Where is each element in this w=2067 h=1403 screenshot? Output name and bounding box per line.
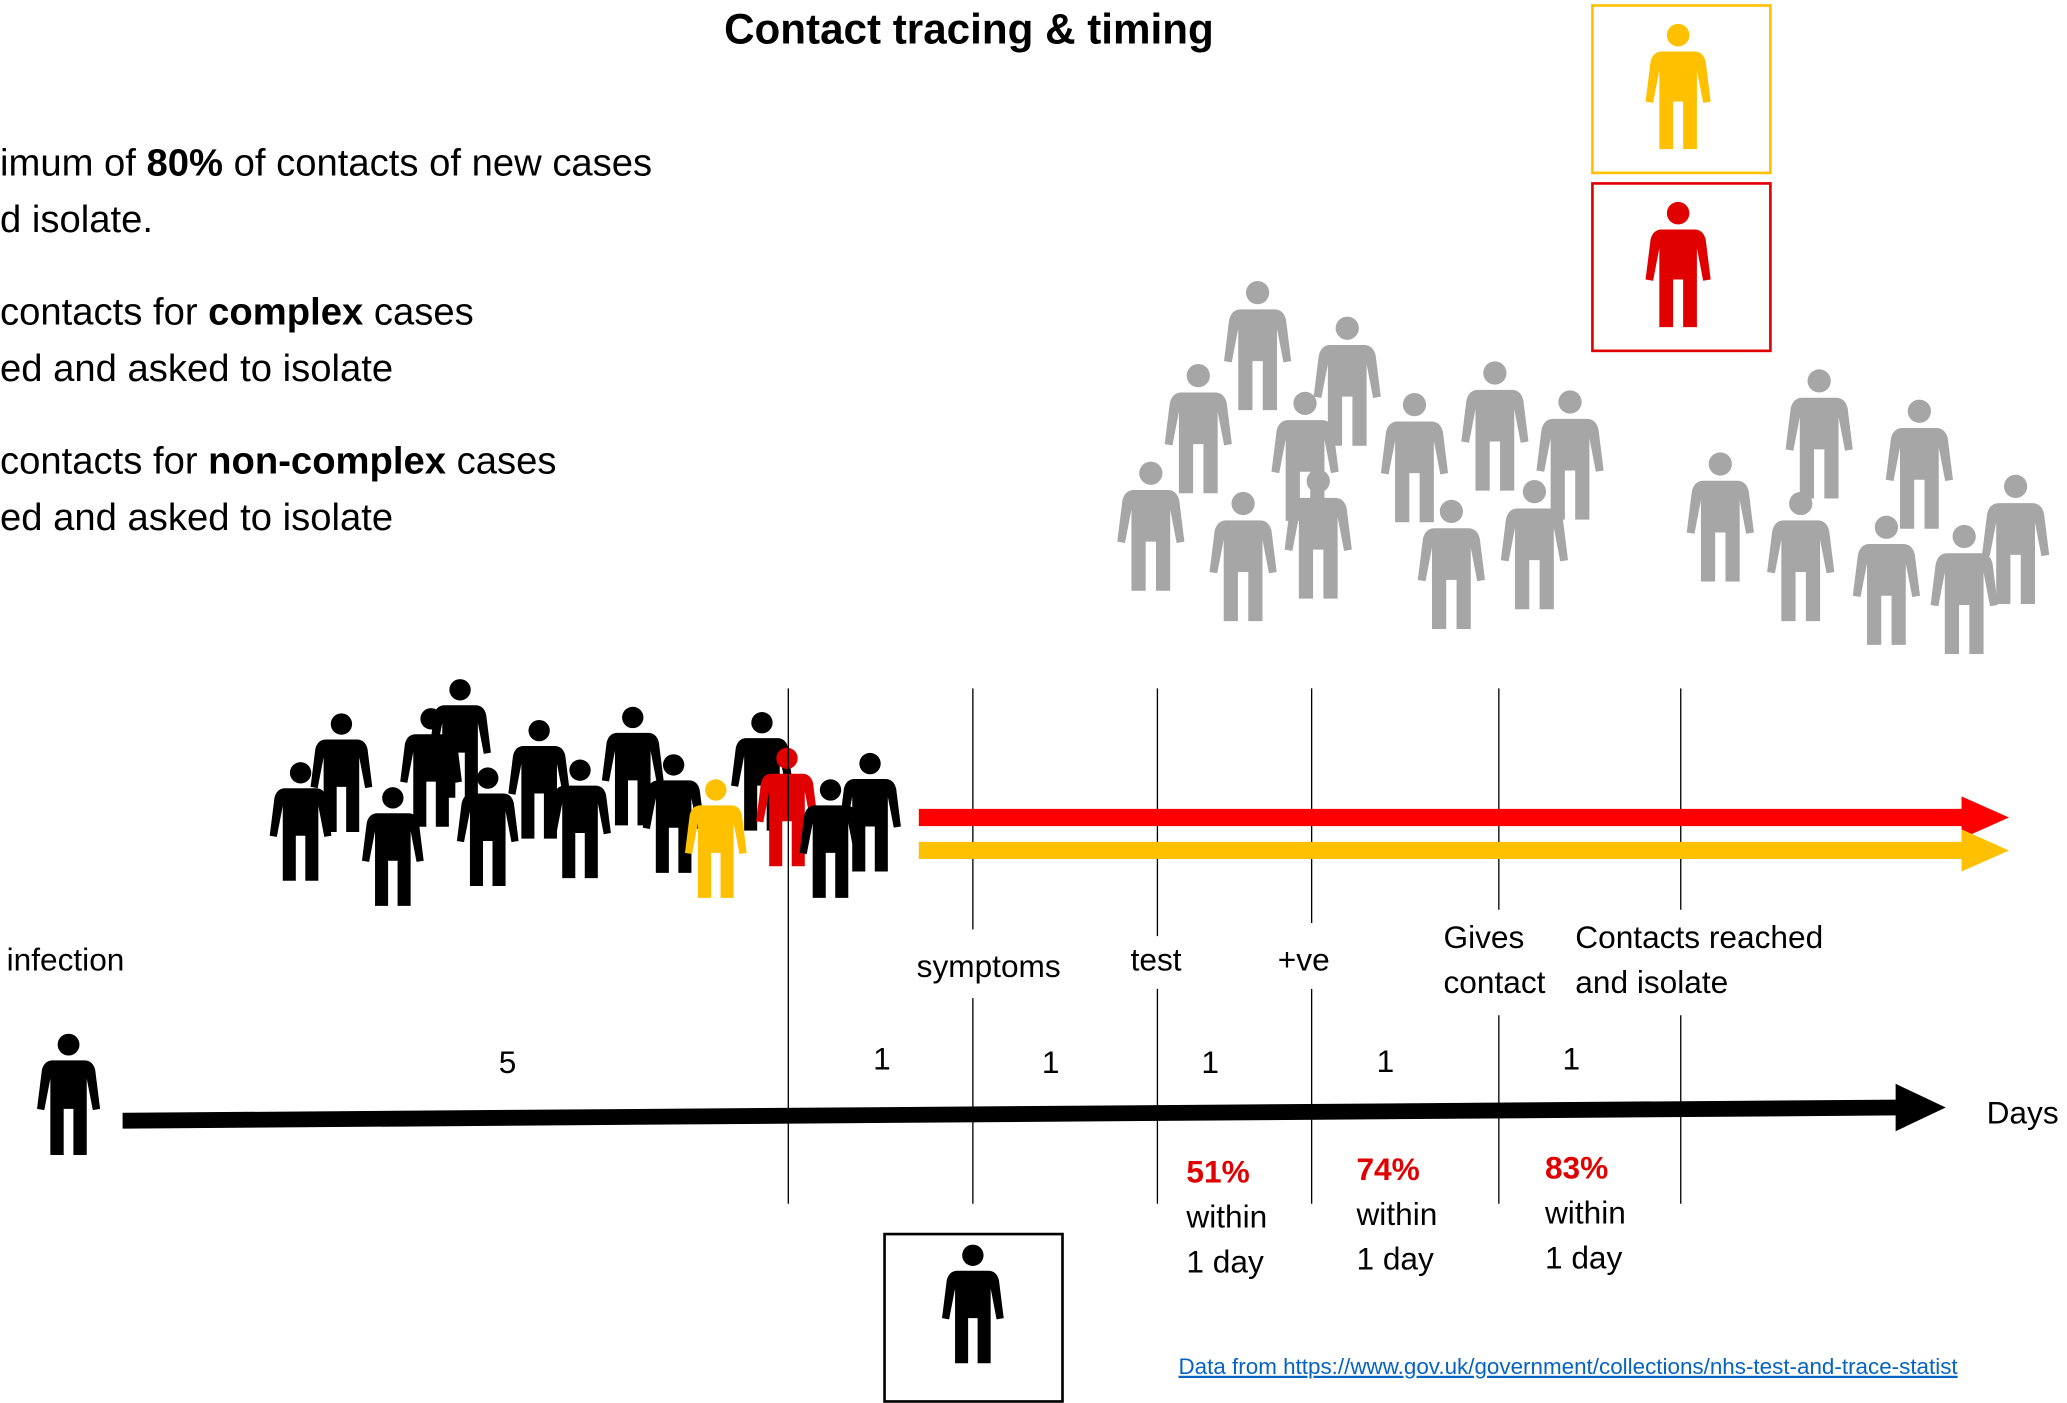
event-label: infection bbox=[7, 941, 125, 977]
stat-text: within bbox=[1544, 1195, 1626, 1231]
bullet-line: contacts for non-complex cases bbox=[0, 439, 556, 482]
stat-value: 51% bbox=[1186, 1154, 1249, 1190]
bullet-text: contacts for bbox=[0, 290, 208, 333]
bullet-line: d isolate. bbox=[0, 198, 153, 241]
red-box bbox=[1591, 182, 1772, 353]
people bbox=[37, 23, 2050, 1364]
person-icon bbox=[1380, 393, 1449, 523]
bullet-bold: non-complex bbox=[208, 439, 446, 482]
person-icon bbox=[1885, 399, 1953, 529]
person-icon bbox=[601, 706, 664, 826]
event-label: contact bbox=[1443, 964, 1545, 1000]
timeline-dividers bbox=[787, 688, 1682, 1204]
bullet-text: cases bbox=[363, 290, 473, 333]
interval-label: 1 bbox=[1563, 1040, 1581, 1076]
axis-label: Days bbox=[1987, 1094, 2059, 1130]
stat-text: 1 day bbox=[1545, 1239, 1623, 1275]
stat-value: 74% bbox=[1356, 1151, 1419, 1187]
person-icon bbox=[942, 1244, 1004, 1364]
person-icon bbox=[1767, 491, 1835, 622]
bullet-line: imum of 80% of contacts of new cases bbox=[0, 142, 652, 185]
person-icon bbox=[1117, 461, 1185, 591]
person-icon bbox=[1461, 361, 1529, 491]
bullets: imum of 80% of contacts of new cases d is… bbox=[0, 142, 652, 540]
event-label: +ve bbox=[1278, 941, 1330, 977]
bullet-text: contacts for bbox=[0, 439, 208, 482]
person-icon bbox=[37, 1033, 101, 1155]
interval-label: 5 bbox=[499, 1044, 517, 1080]
bullet-line: contacts for complex cases bbox=[0, 290, 474, 333]
person-icon bbox=[549, 759, 611, 879]
event-label: and isolate bbox=[1575, 964, 1728, 1000]
event-label: Contacts reached bbox=[1575, 919, 1823, 955]
person-icon bbox=[1645, 201, 1711, 328]
bullet-bold: complex bbox=[208, 290, 363, 333]
bullet-line: ed and asked to isolate bbox=[0, 496, 393, 539]
person-icon bbox=[1164, 364, 1232, 494]
case-box bbox=[883, 1232, 1064, 1403]
stat-value: 83% bbox=[1545, 1150, 1608, 1186]
bullet-text: cases bbox=[446, 439, 556, 482]
timeline-labels: infection symptoms test +ve Gives contact Cont… bbox=[7, 919, 2059, 1279]
interval-label: 1 bbox=[1377, 1043, 1395, 1079]
stat-text: within bbox=[1185, 1198, 1267, 1234]
title: Contact tracing & timing bbox=[724, 6, 1214, 53]
person-icon bbox=[269, 762, 332, 881]
source-link[interactable]: Data from https://www.gov.uk/government/… bbox=[1179, 1354, 1959, 1379]
interval-label: 1 bbox=[1042, 1044, 1060, 1080]
arrows bbox=[122, 796, 2009, 1132]
bullet-line: ed and asked to isolate bbox=[0, 347, 393, 390]
person-icon bbox=[1224, 280, 1292, 411]
event-label: test bbox=[1131, 941, 1182, 977]
person-icon bbox=[1852, 515, 1920, 645]
stat-text: 1 day bbox=[1186, 1243, 1264, 1279]
interval-label: 1 bbox=[1201, 1044, 1219, 1080]
person-icon bbox=[310, 713, 373, 833]
event-label: Gives bbox=[1443, 919, 1524, 955]
bullet-text: of contacts of new cases bbox=[223, 142, 652, 185]
person-icon bbox=[1645, 23, 1711, 150]
person-icon bbox=[1536, 390, 1604, 520]
bullet-bold: 80% bbox=[147, 142, 224, 185]
event-label: symptoms bbox=[917, 948, 1061, 984]
yellow-box bbox=[1591, 4, 1772, 175]
person-icon bbox=[1686, 452, 1754, 582]
interval-label: 1 bbox=[873, 1040, 891, 1076]
person-icon bbox=[508, 719, 571, 839]
stat-text: within bbox=[1355, 1196, 1437, 1232]
bullet-text: imum of bbox=[0, 142, 147, 185]
stat-text: 1 day bbox=[1356, 1241, 1434, 1277]
person-icon bbox=[1785, 369, 1853, 499]
person-icon bbox=[1209, 491, 1277, 622]
